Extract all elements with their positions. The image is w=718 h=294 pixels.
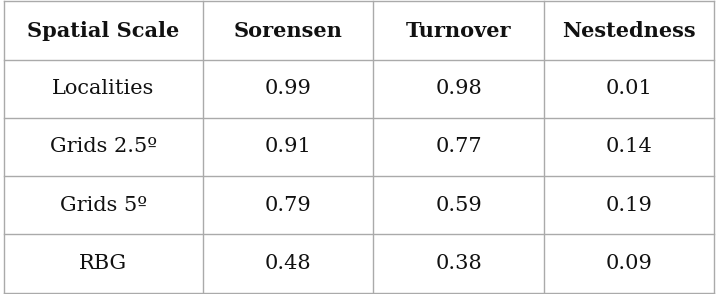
Text: 0.19: 0.19 xyxy=(606,196,653,215)
Text: 0.99: 0.99 xyxy=(264,79,312,98)
Text: 0.14: 0.14 xyxy=(606,138,653,156)
Text: 0.91: 0.91 xyxy=(264,138,312,156)
Text: 0.48: 0.48 xyxy=(265,254,311,273)
Text: 0.59: 0.59 xyxy=(435,196,482,215)
Text: Nestedness: Nestedness xyxy=(562,21,696,41)
Text: RBG: RBG xyxy=(79,254,127,273)
Text: Grids 5º: Grids 5º xyxy=(60,196,146,215)
Text: Grids 2.5º: Grids 2.5º xyxy=(50,138,157,156)
Text: 0.77: 0.77 xyxy=(435,138,482,156)
Text: 0.98: 0.98 xyxy=(435,79,482,98)
Text: Spatial Scale: Spatial Scale xyxy=(27,21,180,41)
Text: 0.09: 0.09 xyxy=(606,254,653,273)
Text: Turnover: Turnover xyxy=(406,21,511,41)
Text: Localities: Localities xyxy=(52,79,154,98)
Text: 0.79: 0.79 xyxy=(264,196,312,215)
Text: 0.01: 0.01 xyxy=(606,79,653,98)
Text: Sorensen: Sorensen xyxy=(233,21,342,41)
Text: 0.38: 0.38 xyxy=(435,254,482,273)
